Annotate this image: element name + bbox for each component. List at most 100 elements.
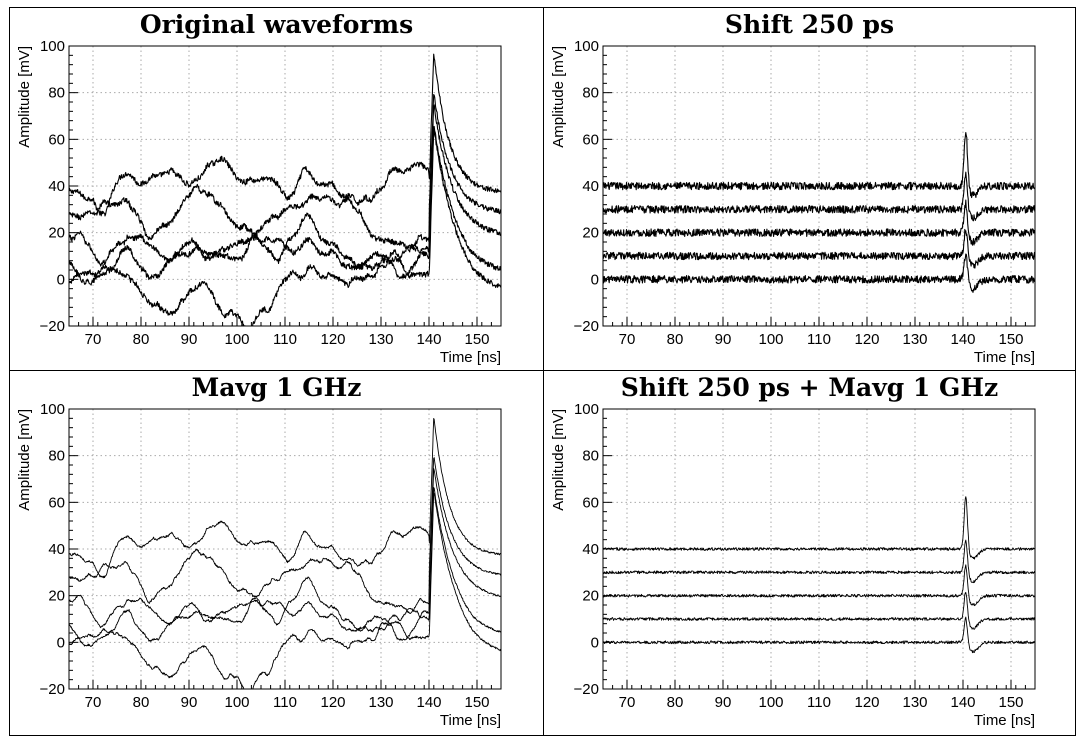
panel-shift-mavg: Shift 250 ps + Mavg 1 GHz 70 80 90 100 110 12… [544,371,1075,735]
waveforms [68,53,502,327]
y-tick-label: 60 [582,131,599,148]
y-axis-label: Amplitude [mV] [16,46,33,148]
x-tick-label: 70 [85,331,102,348]
waveform-series-4 [602,616,1036,654]
x-tick-label: 150 [998,694,1023,711]
y-axis-label: Amplitude [mV] [16,409,33,511]
y-tick-label: 40 [48,178,65,195]
panel-title: Shift 250 ps + Mavg 1 GHz [620,373,999,402]
waveform-series-3 [602,228,1036,269]
x-tick-label: 100 [224,331,249,348]
y-tick-label: 80 [48,448,65,465]
y-tick-label: −20 [40,318,65,335]
waveform-series-3 [68,125,502,286]
y-tick-label: 100 [40,38,65,55]
y-tick-label: 80 [582,448,599,465]
x-axis-label: Time [ns] [974,349,1035,366]
x-axis-label: Time [ns] [440,349,501,366]
waveform-series-0 [602,496,1036,560]
panel-shift-250ps: Shift 250 ps 70 80 90 100 110 120 130 140 150 −20… [544,8,1075,371]
y-tick-label: 60 [582,494,599,511]
x-tick-label: 140 [950,331,975,348]
waveform-series-0 [68,53,502,217]
y-tick-label: 0 [591,634,599,651]
waveforms [68,418,502,690]
x-tick-label: 100 [758,331,783,348]
waveform-series-2 [602,199,1036,246]
tick-labels: 70 80 90 100 110 120 130 140 150 −20 0 20 40 60 80 100 [574,38,1036,348]
y-axis-label: Amplitude [mV] [550,46,567,148]
x-axis-label: Time [ns] [440,712,501,729]
y-tick-label: 80 [48,85,65,102]
y-tick-label: −20 [574,681,599,698]
x-tick-label: 120 [854,331,879,348]
panel-title: Mavg 1 GHz [191,373,362,402]
x-tick-label: 140 [950,694,975,711]
tick-labels: 70 80 90 100 110 120 130 140 150 −20 0 20 40 60 80 100 [40,38,502,348]
waveform-series-0 [68,418,502,579]
waveform-plot: 70 80 90 100 110 120 130 140 150 −20 0 20 40 60 80 100 T… [16,401,502,729]
waveform-series-0 [602,132,1036,199]
waveform-plot: 70 80 90 100 110 120 130 140 150 −20 0 20 40 60 80 100 T… [550,401,1036,729]
y-tick-label: 20 [582,588,599,605]
waveform-series-4 [68,492,502,690]
x-tick-label: 120 [320,331,345,348]
y-tick-label: 20 [48,588,65,605]
x-tick-label: 130 [902,331,927,348]
x-tick-label: 110 [807,694,831,711]
y-tick-label: 20 [48,225,65,242]
tick-labels: 70 80 90 100 110 120 130 140 150 −20 0 20 40 60 80 100 [574,401,1036,711]
x-axis-label: Time [ns] [974,712,1035,729]
waveform-plot: 70 80 90 100 110 120 130 140 150 −20 0 20 40 60 80 100 T… [16,38,502,366]
gridlines [69,408,501,690]
y-axis-label: Amplitude [mV] [550,409,567,511]
y-tick-label: 40 [582,541,599,558]
x-tick-label: 100 [758,694,783,711]
x-tick-label: 130 [368,331,393,348]
waveform-series-4 [68,128,502,327]
waveform-series-1 [602,539,1036,584]
panel-title: Shift 250 ps [724,10,895,39]
waveforms [602,496,1036,654]
x-tick-label: 80 [667,694,684,711]
waveforms [602,132,1036,293]
x-tick-label: 140 [416,331,441,348]
x-tick-label: 70 [619,331,636,348]
figure-grid: Original waveforms 70 80 90 100 110 120 130 140… [9,7,1076,736]
x-tick-label: 120 [854,694,879,711]
waveform-series-2 [68,104,502,279]
x-tick-label: 120 [320,694,345,711]
waveform-series-4 [602,253,1036,293]
y-tick-label: 0 [57,634,65,651]
panel-mavg-1ghz: Mavg 1 GHz 70 80 90 100 110 120 130 140 150 −20 0 2… [10,371,544,735]
x-tick-label: 70 [85,694,102,711]
x-tick-label: 110 [807,331,831,348]
waveform-series-2 [602,564,1036,607]
y-tick-label: 20 [582,225,599,242]
y-tick-label: −20 [40,681,65,698]
x-tick-label: 80 [133,331,150,348]
panel-original-waveforms: Original waveforms 70 80 90 100 110 120 130 140… [10,8,544,371]
y-tick-label: 40 [582,178,599,195]
y-tick-label: 100 [40,401,65,418]
x-tick-label: 90 [181,694,198,711]
x-tick-label: 70 [619,694,636,711]
x-tick-label: 100 [224,694,249,711]
y-tick-label: 100 [574,38,599,55]
x-tick-label: 110 [273,331,297,348]
x-tick-label: 150 [464,694,489,711]
y-tick-label: −20 [574,318,599,335]
y-tick-label: 100 [574,401,599,418]
y-tick-label: 0 [591,271,599,288]
x-tick-label: 110 [273,694,297,711]
y-tick-label: 60 [48,494,65,511]
waveform-series-1 [602,171,1036,222]
tick-labels: 70 80 90 100 110 120 130 140 150 −20 0 20 40 60 80 100 [40,401,502,711]
waveform-series-3 [602,591,1036,630]
waveform-series-3 [68,487,502,647]
waveform-plot: 70 80 90 100 110 120 130 140 150 −20 0 20 40 60 80 100 T… [550,38,1036,366]
x-tick-label: 80 [667,331,684,348]
x-tick-label: 150 [464,331,489,348]
x-tick-label: 150 [998,331,1023,348]
x-tick-label: 130 [902,694,927,711]
